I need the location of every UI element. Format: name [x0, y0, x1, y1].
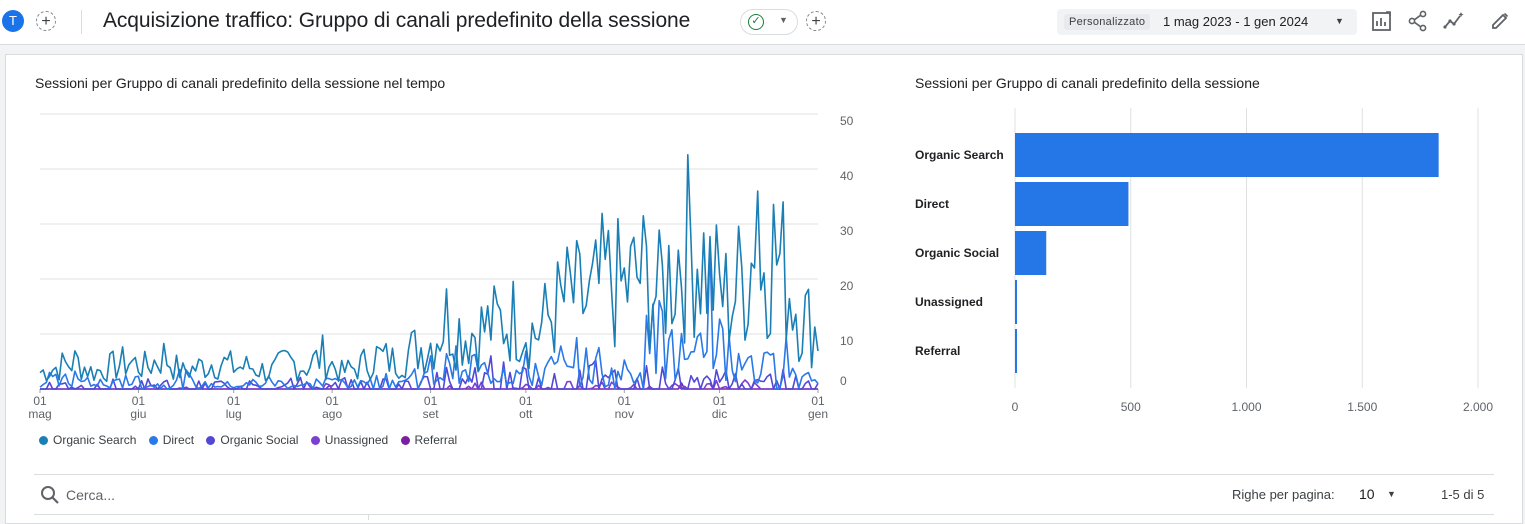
y-tick-label: 50 [840, 114, 854, 128]
insights-icon[interactable] [1443, 10, 1465, 32]
divider [34, 474, 1494, 475]
series-line-organic-search[interactable] [39, 154, 819, 383]
legend-dot [400, 436, 410, 445]
x-tick-month: ago [322, 407, 342, 421]
x-tick-day: 01 [227, 394, 241, 408]
pagination-status: 1-5 di 5 [1441, 487, 1485, 502]
legend-dot [148, 436, 158, 445]
bar-category-label: Organic Search [915, 148, 1004, 162]
bar-organic-social[interactable] [1015, 231, 1047, 275]
legend-label: Referral [414, 433, 458, 447]
edit-pencil-icon[interactable] [1489, 10, 1511, 32]
search-input[interactable] [64, 484, 368, 506]
caret-down-icon: ▼ [1387, 489, 1396, 499]
x-tick-month: set [423, 407, 440, 421]
x-tick-day: 01 [519, 394, 533, 408]
x-tick-day: 01 [424, 394, 438, 408]
legend-item-unassigned[interactable]: Unassigned [310, 433, 389, 447]
x-tick-label: 2.000 [1463, 400, 1493, 414]
date-range-label: 1 mag 2023 - 1 gen 2024 [1163, 14, 1309, 29]
search-icon [41, 486, 59, 504]
x-tick-label: 1.500 [1347, 400, 1377, 414]
legend-dot [39, 436, 48, 445]
y-tick-label: 10 [840, 334, 854, 348]
x-tick-month: gen [808, 407, 828, 421]
legend-item-referral[interactable]: Referral [400, 433, 458, 447]
bar-referral[interactable] [1015, 329, 1017, 373]
x-tick-month: lug [226, 407, 242, 421]
x-tick-month: ott [519, 407, 533, 421]
sessions-bar-chart[interactable]: 0 500 1.000 1.500 2.000 Organic Search Direct O… [900, 0, 1520, 430]
rows-per-page-select[interactable]: 10 ▼ [1355, 485, 1405, 505]
x-tick-day: 01 [811, 394, 825, 408]
legend-label: Organic Search [53, 433, 137, 447]
y-tick-label: 40 [840, 169, 854, 183]
avatar[interactable]: T [2, 10, 24, 32]
bar-category-label: Unassigned [915, 295, 983, 309]
top-bar: T + Acquisizione traffico: Gruppo di can… [0, 0, 1525, 45]
bar-category-label: Direct [915, 197, 949, 211]
check-circle-icon: ✓ [748, 14, 764, 30]
share-icon[interactable] [1407, 10, 1429, 32]
line-chart-legend: Organic Search Direct Organic Social Una… [39, 433, 466, 449]
legend-item-direct[interactable]: Direct [148, 433, 195, 447]
rows-per-page-value: 10 [1359, 486, 1375, 502]
divider [81, 10, 82, 34]
legend-label: Direct [162, 433, 195, 447]
x-tick-label: 0 [1012, 400, 1019, 414]
legend-item-organic-search[interactable]: Organic Search [39, 433, 136, 447]
bar-chart-title: Sessioni per Gruppo di canali predefinit… [915, 75, 1260, 91]
legend-label: Organic Social [220, 433, 299, 447]
x-tick-day: 01 [618, 394, 632, 408]
bar-organic-search[interactable] [1015, 133, 1439, 177]
legend-dot [206, 436, 216, 445]
bar-direct[interactable] [1015, 182, 1129, 226]
table-header-border [34, 514, 1494, 515]
x-tick-month: nov [615, 407, 634, 421]
rows-per-page-label: Righe per pagina: [1232, 487, 1335, 502]
y-tick-label: 30 [840, 224, 854, 238]
bar-category-label: Organic Social [915, 246, 999, 260]
x-tick-month: mag [28, 407, 51, 421]
x-tick-label: 500 [1121, 400, 1141, 414]
x-tick-month: giu [130, 407, 146, 421]
bar-category-label: Referral [915, 344, 960, 358]
table-column-divider [368, 514, 369, 520]
x-tick-day: 01 [713, 394, 727, 408]
series-line-direct[interactable] [39, 244, 819, 390]
legend-item-organic-social[interactable]: Organic Social [206, 433, 298, 447]
x-tick-day: 01 [132, 394, 146, 408]
status-dropdown[interactable]: ✓ ▼ [740, 9, 798, 35]
add-comparison-button[interactable]: + [36, 11, 56, 31]
x-tick-month: dic [712, 407, 727, 421]
legend-label: Unassigned [324, 433, 389, 447]
sessions-line-chart[interactable]: 5040302010001mag01giu01lug01ago01set01ot… [0, 0, 900, 430]
line-chart-title: Sessioni per Gruppo di canali predefinit… [35, 75, 446, 91]
customize-report-icon[interactable] [1371, 10, 1393, 32]
caret-down-icon: ▼ [779, 15, 788, 25]
y-tick-label: 20 [840, 279, 854, 293]
bar-unassigned[interactable] [1015, 280, 1017, 324]
x-tick-day: 01 [325, 394, 339, 408]
legend-dot [310, 436, 320, 445]
x-tick-day: 01 [33, 394, 47, 408]
caret-down-icon: ▼ [1335, 16, 1344, 26]
add-card-button[interactable]: + [806, 11, 826, 31]
y-tick-label: 0 [840, 374, 847, 388]
date-range-picker[interactable]: Personalizzato 1 mag 2023 - 1 gen 2024 ▼ [1057, 9, 1357, 35]
page-title: Acquisizione traffico: Gruppo di canali … [103, 9, 691, 32]
date-preset-chip: Personalizzato [1064, 14, 1151, 30]
x-tick-label: 1.000 [1231, 400, 1261, 414]
